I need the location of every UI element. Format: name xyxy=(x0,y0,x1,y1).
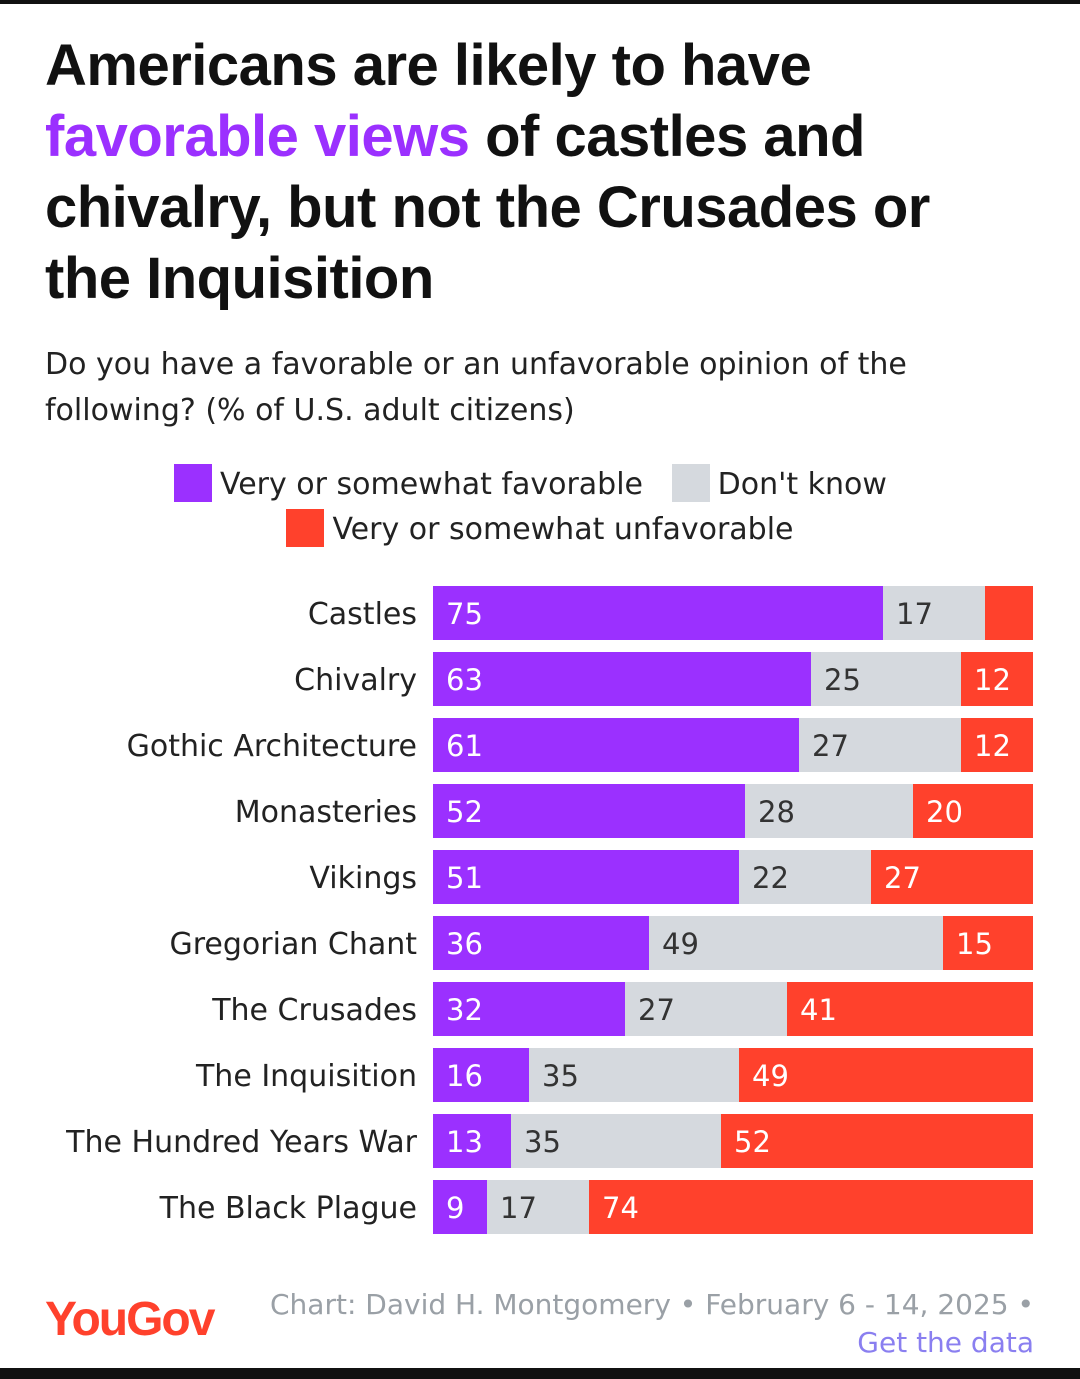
legend-swatch-dont-know xyxy=(671,464,710,502)
value-label-favorable-gothic-architecture: 61 xyxy=(446,729,483,763)
value-label-dont-know-gothic-architecture: 27 xyxy=(812,729,849,763)
value-label-unfavorable-chivalry: 12 xyxy=(974,663,1011,697)
bar-dont-know-gregorian-chant xyxy=(649,916,943,970)
bottom-rule xyxy=(0,1368,1080,1379)
legend-swatch-favorable xyxy=(174,464,212,502)
bar-unfavorable-the-hundred-years-war xyxy=(721,1114,1033,1168)
value-label-dont-know-monasteries: 28 xyxy=(758,795,795,829)
value-label-dont-know-vikings: 22 xyxy=(752,861,789,895)
chart-legend: Very or somewhat favorable Don't know Ve… xyxy=(60,462,1020,552)
get-the-data-link[interactable]: Get the data xyxy=(857,1326,1034,1359)
value-label-unfavorable-gregorian-chant: 15 xyxy=(956,927,993,961)
legend-item-favorable: Very or somewhat favorable xyxy=(174,464,644,502)
title-line-3: chivalry, but not the Crusades or xyxy=(45,175,930,240)
value-label-favorable-chivalry: 63 xyxy=(446,663,483,697)
credit-text: Chart: David H. Montgomery • February 6 … xyxy=(270,1288,1034,1321)
title-line-2: of castles and xyxy=(485,104,865,169)
bar-dont-know-monasteries xyxy=(745,784,913,838)
bar-favorable-the-black-plague xyxy=(433,1180,487,1234)
legend-item-dont-know: Don't know xyxy=(671,464,887,502)
value-label-favorable-vikings: 51 xyxy=(446,861,483,895)
value-label-favorable-the-black-plague: 9 xyxy=(446,1191,464,1225)
bar-dont-know-the-hundred-years-war xyxy=(511,1114,721,1168)
top-rule xyxy=(0,0,1080,4)
bar-unfavorable-monasteries xyxy=(913,784,1033,838)
value-label-favorable-the-hundred-years-war: 13 xyxy=(446,1125,483,1159)
bar-unfavorable-the-crusades xyxy=(787,982,1033,1036)
bar-dont-know-castles xyxy=(883,586,985,640)
bar-favorable-monasteries xyxy=(433,784,745,838)
legend-item-unfavorable: Very or somewhat unfavorable xyxy=(286,509,794,547)
bar-dont-know-the-inquisition xyxy=(529,1048,739,1102)
value-label-unfavorable-vikings: 27 xyxy=(884,861,921,895)
value-label-favorable-castles: 75 xyxy=(446,597,483,631)
chart-subtitle: Do you have a favorable or an unfavorabl… xyxy=(45,347,907,428)
bar-favorable-chivalry xyxy=(433,652,811,706)
bar-unfavorable-castles xyxy=(985,586,1033,640)
bar-unfavorable-vikings xyxy=(871,850,1033,904)
bar-dont-know-gothic-architecture xyxy=(799,718,961,772)
value-label-favorable-the-crusades: 32 xyxy=(446,993,483,1027)
legend-label-unfavorable: Very or somewhat unfavorable xyxy=(332,512,794,547)
legend-label-favorable: Very or somewhat favorable xyxy=(220,467,644,502)
title-highlight: favorable views xyxy=(45,104,470,169)
chart-credit: Chart: David H. Montgomery • February 6 … xyxy=(270,1286,1034,1362)
value-label-unfavorable-monasteries: 20 xyxy=(926,795,963,829)
bar-unfavorable-gothic-architecture xyxy=(961,718,1033,772)
value-label-dont-know-the-black-plague: 17 xyxy=(500,1191,537,1225)
yougov-logo: YouGov xyxy=(45,1293,215,1346)
category-label-chivalry: Chivalry xyxy=(294,663,417,698)
legend-swatch-unfavorable xyxy=(286,509,325,547)
value-label-favorable-gregorian-chant: 36 xyxy=(446,927,483,961)
category-label-gregorian-chant: Gregorian Chant xyxy=(170,927,418,962)
category-label-monasteries: Monasteries xyxy=(235,795,417,830)
bar-dont-know-the-crusades xyxy=(625,982,787,1036)
bar-unfavorable-chivalry xyxy=(961,652,1033,706)
bar-favorable-the-inquisition xyxy=(433,1048,529,1102)
bar-favorable-gothic-architecture xyxy=(433,718,799,772)
value-label-dont-know-chivalry: 25 xyxy=(824,663,861,697)
title-line-1: Americans are likely to have xyxy=(45,33,812,98)
category-label-the-black-plague: The Black Plague xyxy=(159,1191,417,1226)
legend-label-dont-know: Don't know xyxy=(717,467,887,502)
value-label-favorable-the-inquisition: 16 xyxy=(446,1059,483,1093)
value-label-unfavorable-the-inquisition: 49 xyxy=(752,1059,789,1093)
bar-favorable-castles xyxy=(433,586,883,640)
category-label-the-crusades: The Crusades xyxy=(211,993,417,1028)
category-label-castles: Castles xyxy=(308,597,417,632)
bar-dont-know-vikings xyxy=(739,850,871,904)
category-label-gothic-architecture: Gothic Architecture xyxy=(127,729,417,764)
bar-unfavorable-gregorian-chant xyxy=(943,916,1033,970)
bar-unfavorable-the-inquisition xyxy=(739,1048,1033,1102)
bar-dont-know-chivalry xyxy=(811,652,961,706)
value-label-dont-know-gregorian-chant: 49 xyxy=(662,927,699,961)
category-label-the-hundred-years-war: The Hundred Years War xyxy=(65,1125,417,1160)
bar-favorable-the-hundred-years-war xyxy=(433,1114,511,1168)
value-label-unfavorable-the-black-plague: 74 xyxy=(602,1191,639,1225)
bar-favorable-vikings xyxy=(433,850,739,904)
value-label-unfavorable-the-crusades: 41 xyxy=(800,993,837,1027)
category-label-the-inquisition: The Inquisition xyxy=(195,1059,417,1094)
value-label-dont-know-the-hundred-years-war: 35 xyxy=(524,1125,561,1159)
value-label-favorable-monasteries: 52 xyxy=(446,795,483,829)
value-label-unfavorable-gothic-architecture: 12 xyxy=(974,729,1011,763)
bar-favorable-gregorian-chant xyxy=(433,916,649,970)
bar-favorable-the-crusades xyxy=(433,982,625,1036)
value-label-unfavorable-the-hundred-years-war: 52 xyxy=(734,1125,771,1159)
bar-dont-know-the-black-plague xyxy=(487,1180,589,1234)
value-label-dont-know-the-crusades: 27 xyxy=(638,993,675,1027)
title-line-4: the Inquisition xyxy=(45,246,434,311)
value-label-dont-know-the-inquisition: 35 xyxy=(542,1059,579,1093)
chart-title: Americans are likely to have favorable v… xyxy=(45,30,1045,314)
bar-unfavorable-the-black-plague xyxy=(589,1180,1033,1234)
category-label-vikings: Vikings xyxy=(309,861,417,896)
value-label-dont-know-castles: 17 xyxy=(896,597,933,631)
